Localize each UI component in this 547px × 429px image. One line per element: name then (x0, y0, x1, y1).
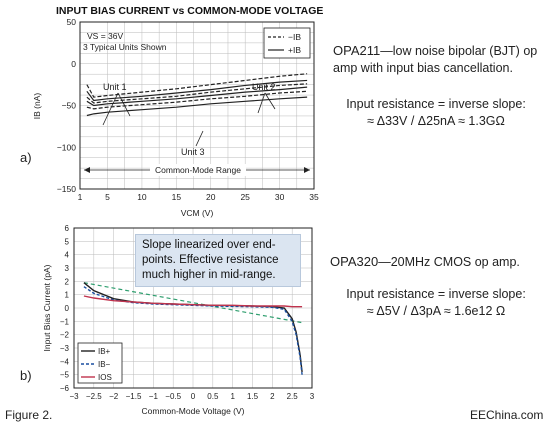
panel-label-b: b) (20, 368, 32, 383)
chart-a-legend: −IB +IB (263, 27, 311, 59)
opa320-desc: —20MHz CMOS op amp. (378, 255, 520, 269)
chart-a-ylabel: IB (nA) (32, 93, 42, 120)
chart-a-x-tick-label: 10 (137, 192, 147, 202)
chart-a-x-tick-label: 30 (275, 192, 285, 202)
opa211-formula-b: ≈ Δ33V / Δ25nA ≈ 1.3GΩ (367, 114, 505, 128)
chart-a-x-tick-label: 20 (206, 192, 216, 202)
callout-line-1: Slope linearized over end- (142, 239, 276, 251)
chart-a-x-tick-label: 1 (78, 192, 83, 202)
opa320-part: OPA320 (330, 254, 379, 269)
opa320-formula-b: ≈ Δ5V / Δ3pA ≈ 1.6e12 Ω (366, 304, 506, 318)
chart-a-y-tick-label: 50 (67, 17, 77, 27)
chart-a-xlabel: VCM (V) (181, 208, 214, 218)
slope-callout: Slope linearized over end- points. Effec… (135, 234, 301, 287)
chart-a-series-line (86, 90, 308, 110)
common-mode-range-label: Common-Mode Range (155, 165, 241, 175)
unit3-label: Unit 3 (181, 147, 205, 157)
chart-a-x-tick-label: 25 (240, 192, 250, 202)
chart-a-series-line (86, 86, 308, 107)
opa211-part: OPA211 (333, 43, 381, 58)
chart-a-conditions: VS = 36V (87, 31, 123, 41)
callout-line-3: much higher in mid-range. (142, 269, 276, 281)
opa211-formula-a: Input resistance = inverse slope: (346, 97, 526, 111)
chart-a-y-tick-label: −100 (57, 142, 76, 152)
chart-a-y-tick-label: −150 (57, 184, 76, 194)
opa320-note: OPA320—20MHz CMOS op amp. (330, 253, 542, 271)
chart-a-units-note: 3 Typical Units Shown (83, 42, 167, 52)
chart-a-y-tick-label: 0 (71, 59, 76, 69)
opa211-note: OPA211—low noise bipolar (BJT) op amp wi… (333, 42, 543, 77)
opa320-formula: Input resistance = inverse slope: ≈ Δ5V … (333, 286, 539, 320)
opa211-desc-b: amp with input bias cancellation. (333, 61, 513, 75)
legend-neg-ib: −IB (288, 32, 301, 42)
unit1-label: Unit 1 (103, 82, 127, 92)
chart-a-x-tick-label: 15 (172, 192, 182, 202)
opa320-formula-a: Input resistance = inverse slope: (346, 287, 526, 301)
watermark: EEChina.com (470, 408, 544, 422)
chart-a-x-tick-label: 5 (105, 192, 110, 202)
figure-label: Figure 2. (5, 408, 53, 422)
opa211-formula: Input resistance = inverse slope: ≈ Δ33V… (333, 96, 539, 130)
chart-a-y-tick-label: −50 (62, 101, 77, 111)
chart-a-series-line (86, 96, 308, 117)
chart-a-title: INPUT BIAS CURRENT vs COMMON-MODE VOLTAG… (56, 5, 323, 17)
opa211-desc-a: —low noise bipolar (BJT) op (380, 44, 538, 58)
panel-label-a: a) (20, 150, 32, 165)
chart-a-x-tick-label: 35 (309, 192, 319, 202)
chart-a-series-line (86, 73, 308, 98)
legend-pos-ib: +IB (288, 45, 301, 55)
callout-line-2: points. Effective resistance (142, 254, 279, 266)
chart-a-series-line (86, 83, 308, 104)
chart-a-series-line (86, 79, 308, 102)
unit2-label: Unit 2 (252, 82, 276, 92)
